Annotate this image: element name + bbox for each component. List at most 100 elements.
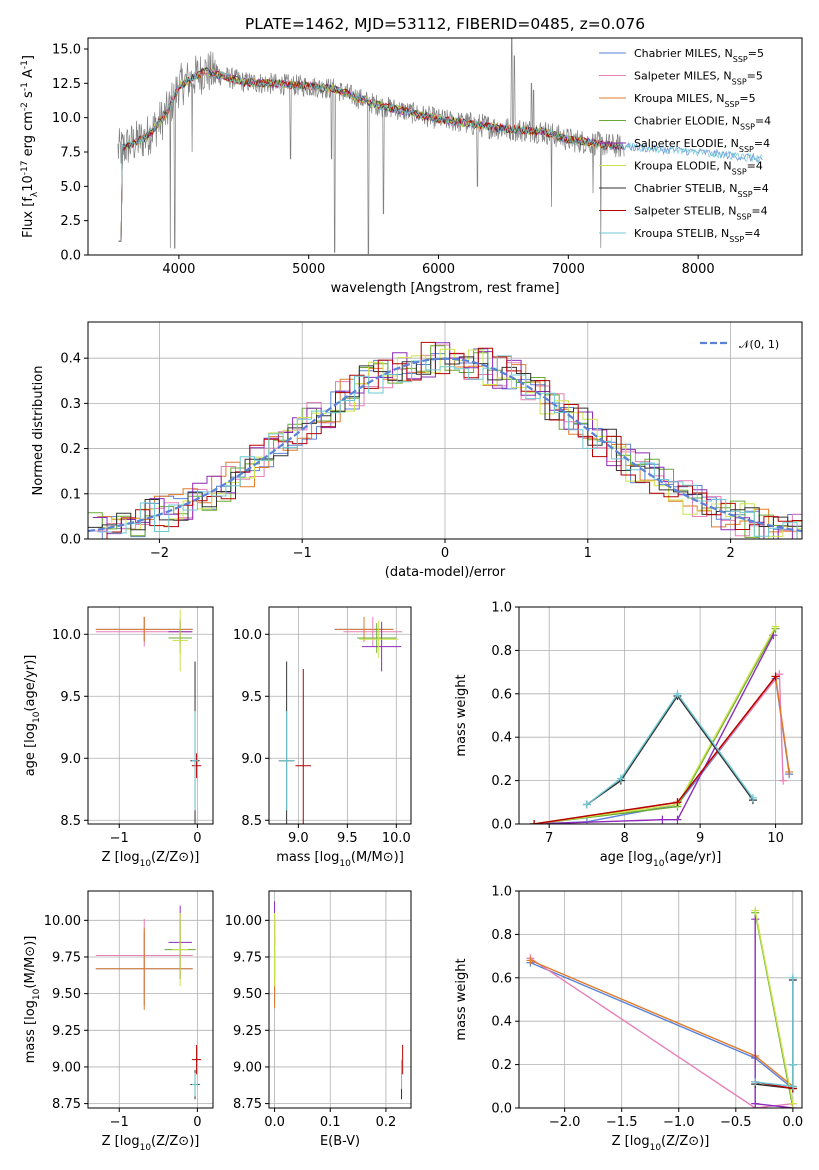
- weight_vs_age-plot: [530, 622, 794, 824]
- weight-series-line: [586, 692, 754, 806]
- model-spectrum-line: [118, 68, 623, 242]
- mass_vs_ebv-xtick-label: 0.2: [376, 1115, 397, 1130]
- weight_vs_Z-ytick-label: 0.2: [491, 1058, 512, 1073]
- errorbar-point: [191, 711, 199, 811]
- age_vs_mass-grid: [269, 607, 411, 824]
- weight-marker: [673, 689, 682, 698]
- errorbar-point: [191, 1044, 202, 1075]
- age_vs_mass-ytick-label: 9.0: [241, 752, 262, 767]
- weight_vs_age-ytick-label: 0.8: [491, 644, 512, 659]
- residuals-xlabel: (data-model)/error: [385, 565, 506, 580]
- legend-label: 𝒩(0, 1): [739, 338, 779, 351]
- mass_vs_Z-xtick-label: −1: [110, 1115, 129, 1130]
- weight-series-line: [534, 628, 777, 824]
- residual-histogram-line: [88, 356, 802, 531]
- errorbar-point: [295, 669, 312, 824]
- weight-series-line: [534, 676, 790, 824]
- residuals-plot: [88, 341, 802, 539]
- residual-histogram-line: [97, 356, 802, 539]
- mass_vs_Z-plot: [95, 905, 202, 1100]
- spectrum-ytick-label: 7.5: [60, 145, 81, 160]
- errorbar-point: [191, 1072, 199, 1097]
- age_vs_mass-frame: [268, 606, 412, 825]
- weight-marker: [751, 906, 760, 915]
- errorbar-point: [95, 616, 193, 642]
- spectrum-ytick-label: 2.5: [60, 214, 81, 229]
- spectrum-xtick-label: 7000: [552, 262, 585, 277]
- model-spectrum-line: [118, 66, 623, 242]
- residuals-ytick-label: 0.0: [60, 533, 81, 548]
- mass_vs_Z-ytick-label: 10.00: [44, 914, 81, 929]
- age_vs_Z-axes: −1 0 8.5 9.0 9.5 10.0 Z [log10(Z/Z⊙)] age [log1…: [23, 606, 214, 869]
- age_vs_Z-plot: [95, 609, 202, 824]
- normal-curve-line: [88, 357, 802, 533]
- weight_vs_Z-ytick-label: 0.8: [491, 928, 512, 943]
- weight_vs_Z-grid: [519, 890, 802, 1109]
- legend-label: Chabrier MILES, NSSP=5: [634, 47, 764, 64]
- weight-marker: [788, 1099, 797, 1108]
- spectrum-xlabel: wavelength [Angstrom, rest frame]: [331, 281, 560, 296]
- errorbar-point: [191, 753, 202, 779]
- weight-series-line: [533, 674, 790, 824]
- legend-label: Kroupa MILES, NSSP=5: [634, 92, 756, 109]
- age_vs_Z-ytick-label: 9.5: [60, 690, 81, 705]
- errorbar-point: [359, 620, 399, 658]
- residuals-legend: 𝒩(0, 1): [700, 338, 779, 351]
- legend-label: Chabrier STELIB, NSSP=4: [634, 182, 769, 199]
- age_vs_mass-axes: 9.0 9.5 10.0 8.5 9.0 9.5 10.0 mass [log10(M/M⊙)…: [233, 606, 412, 869]
- age_vs_Z-ytick-label: 9.0: [60, 752, 81, 767]
- weight_vs_age-xtick-label: 7: [545, 831, 553, 846]
- weight_vs_age-ytick-label: 1.0: [491, 601, 512, 616]
- data-spectrum-line: [117, 38, 625, 254]
- model-spectrum-line: [118, 68, 623, 242]
- spectrum-frame: [87, 37, 803, 256]
- weight-marker: [771, 672, 780, 681]
- weight_vs_Z-ylabel: mass weight: [454, 958, 469, 1040]
- mass_vs_Z-ytick-label: 9.00: [52, 1060, 81, 1075]
- weight_vs_age-ytick-label: 0.0: [491, 818, 512, 833]
- weight-marker: [530, 820, 539, 824]
- age_vs_Z-ytick-label: 8.5: [60, 814, 81, 829]
- residuals-ytick-label: 0.2: [60, 442, 81, 457]
- spectrum-xtick-label: 6000: [422, 262, 455, 277]
- weight-series-line: [530, 957, 793, 1108]
- model-spectrum-line: [118, 67, 623, 242]
- weight_vs_Z-xtick-label: 0.0: [783, 1115, 804, 1130]
- legend-label: Kroupa STELIB, NSSP=4: [634, 227, 760, 244]
- weight_vs_age-axes: 7 8 9 10 0.0 0.2 0.4 0.6 0.8 1.0 age [log10(age/yr…: [454, 601, 803, 869]
- weight-marker: [616, 774, 625, 783]
- weight-marker: [526, 956, 535, 965]
- weight_vs_age-ytick-label: 0.2: [491, 774, 512, 789]
- mass_vs_ebv-ytick-label: 8.75: [233, 1097, 262, 1112]
- mass_vs_Z-ylabel: mass [log10(M/M⊙)]: [23, 936, 42, 1064]
- legend-label: Salpeter STELIB, NSSP=4: [634, 205, 768, 222]
- spectrum-xtick-label: 8000: [682, 262, 715, 277]
- weight-marker: [751, 1099, 760, 1108]
- legend-label: Chabrier ELODIE, NSSP=4: [634, 115, 771, 132]
- weight_vs_Z-xlabel: Z [log10(Z/Z⊙)]: [612, 1134, 710, 1153]
- weight_vs_age-ytick-label: 0.6: [491, 687, 512, 702]
- weight_vs_Z-ytick-label: 1.0: [491, 885, 512, 900]
- age_vs_mass-xtick-label: 10.0: [382, 831, 411, 846]
- spectrum-axes: 4000 5000 6000 7000 8000 0.0 2.5 5.0 7.5 10.0 12.5…: [20, 37, 803, 296]
- residuals-xtick-label: 2: [726, 546, 734, 561]
- figure-title: PLATE=1462, MJD=53112, FIBERID=0485, z=0…: [245, 15, 645, 33]
- weight_vs_Z-xtick-label: −0.5: [720, 1115, 752, 1130]
- spectrum-ytick-label: 12.5: [52, 77, 81, 92]
- age_vs_mass-xtick-label: 9.0: [288, 831, 309, 846]
- mass_vs_Z-frame: [87, 890, 214, 1109]
- residuals-xtick-label: −1: [293, 546, 312, 561]
- weight-marker: [751, 915, 760, 924]
- residuals-ytick-label: 0.1: [60, 487, 81, 502]
- weight_vs_Z-ytick-label: 0.6: [491, 971, 512, 986]
- weight-marker: [673, 815, 682, 824]
- residuals-ytick-label: 0.4: [60, 352, 81, 367]
- mass_vs_ebv-ytick-label: 9.25: [233, 1024, 262, 1039]
- age_vs_Z-xtick-label: 0: [193, 831, 201, 846]
- errorbar-point: [172, 912, 188, 987]
- weight-series-line: [586, 694, 754, 806]
- model-spectrum-line: [118, 67, 763, 242]
- mass_vs_ebv-ytick-label: 9.75: [233, 950, 262, 965]
- spectrum-xtick-label: 4000: [162, 262, 195, 277]
- mass_vs_ebv-plot: [274, 901, 404, 1100]
